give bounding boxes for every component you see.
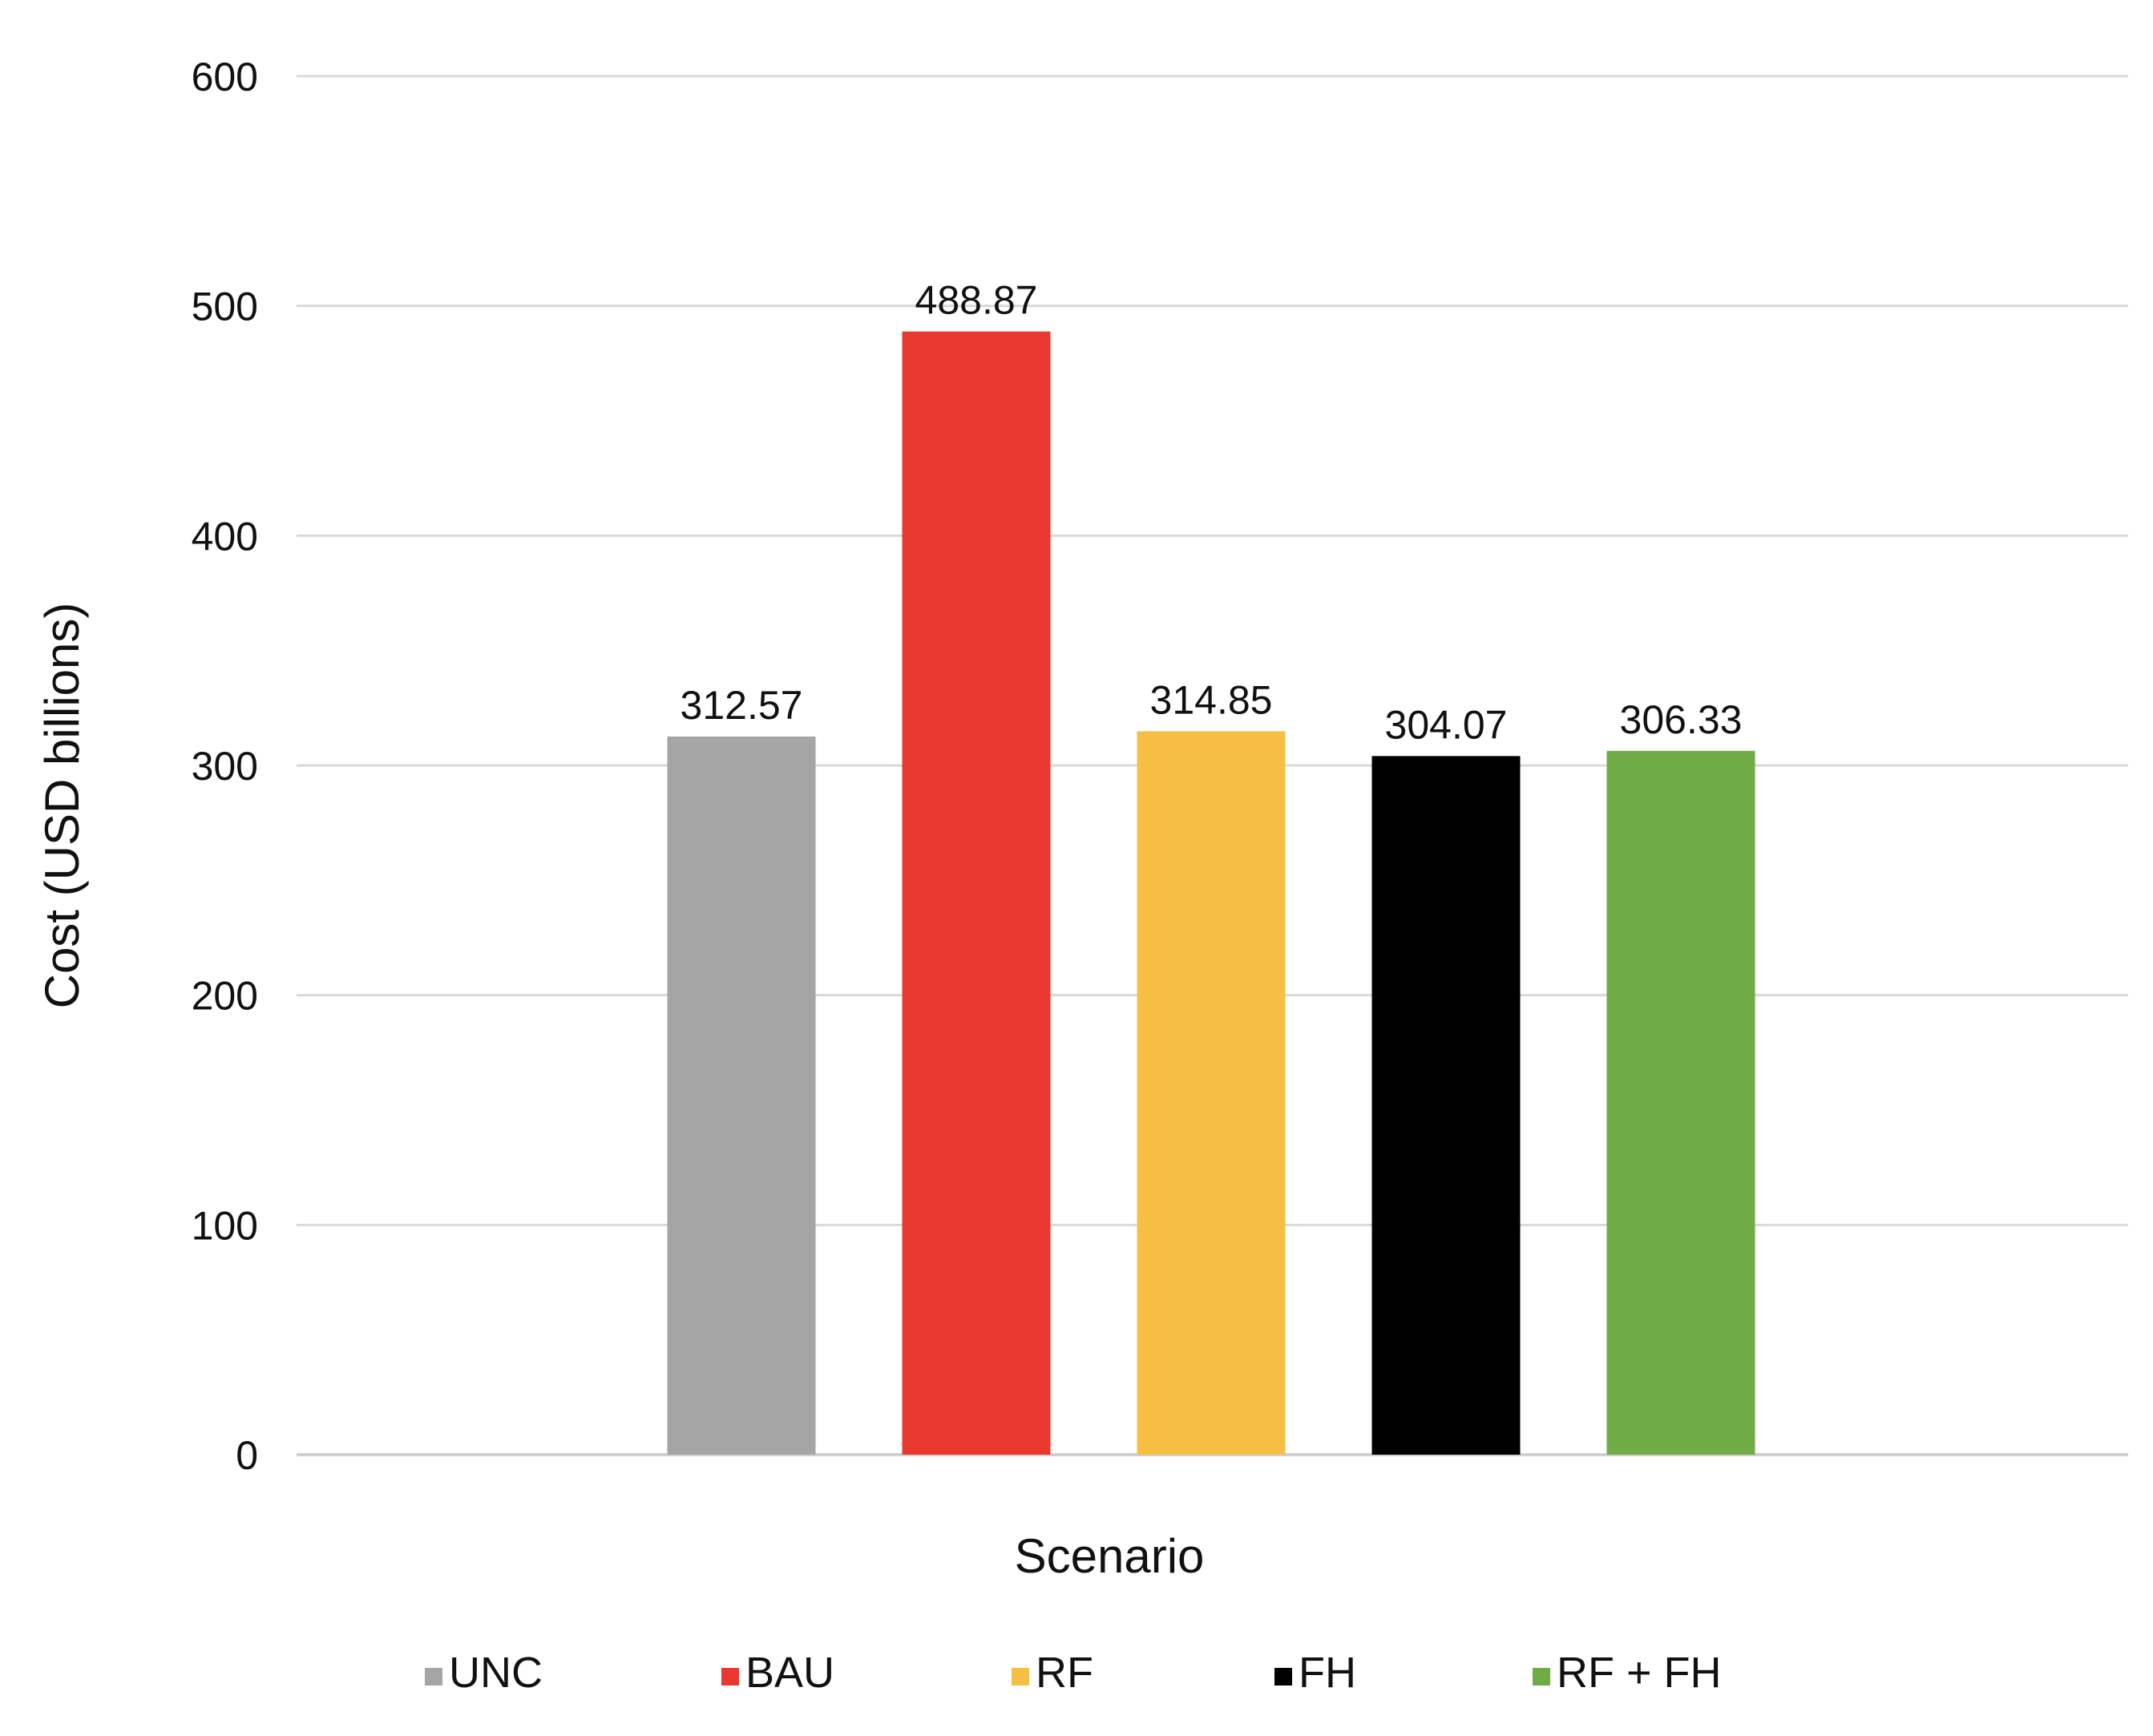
data-label: 304.07 [1385,702,1508,747]
legend-swatch [721,1668,739,1686]
bar-bau [902,331,1051,1455]
data-label: 314.85 [1150,677,1273,722]
y-tick-label: 300 [192,744,258,789]
gridlines [297,75,2128,1456]
data-label: 306.33 [1620,697,1743,742]
y-tick-label: 0 [236,1433,258,1478]
legend-label: RF [1036,1649,1093,1697]
y-tick-label: 600 [192,55,258,99]
bar-rf-fh [1606,750,1755,1455]
y-axis-title: Cost (USD billions) [35,603,89,1009]
bar-rf [1137,731,1286,1455]
y-tick-label: 200 [192,974,258,1019]
data-labels: 312.57 488.87 314.85 304.07 306.33 [681,278,1743,748]
legend: UNC BAU RF FH RF + FH [425,1649,1722,1697]
bar-fh [1371,756,1521,1455]
legend-label: FH [1299,1649,1356,1697]
bar-unc [667,736,816,1455]
legend-label: UNC [449,1649,543,1697]
y-tick-label: 400 [192,514,258,559]
legend-label: BAU [745,1649,834,1697]
data-label: 488.87 [915,278,1038,323]
legend-swatch [425,1668,442,1686]
y-axis-ticks: 0 100 200 300 400 500 600 [192,55,258,1478]
x-axis-title: Scenario [1015,1529,1205,1583]
y-tick-label: 500 [192,285,258,329]
legend-swatch [1274,1668,1292,1686]
legend-swatch [1533,1668,1550,1686]
legend-swatch [1012,1668,1029,1686]
legend-label: RF + FH [1557,1649,1722,1697]
bars [667,331,1755,1455]
y-tick-label: 100 [192,1203,258,1248]
data-label: 312.57 [681,683,803,728]
